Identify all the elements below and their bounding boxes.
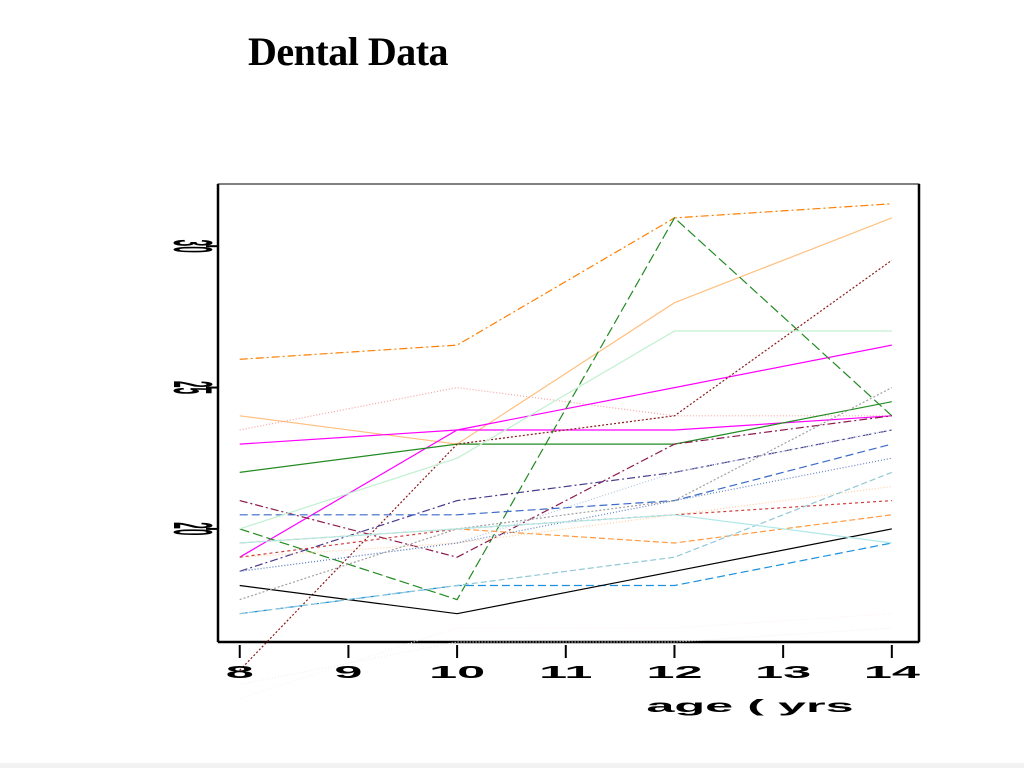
- series-line-4: [239, 415, 892, 445]
- chart-title: Dental Data: [248, 29, 449, 74]
- series-line-8: [239, 259, 893, 671]
- series-line-22: [239, 330, 892, 530]
- series-line-23: [239, 613, 892, 700]
- series-line-6: [239, 401, 892, 473]
- x-tick-label-13: 13: [755, 662, 811, 682]
- x-tick-label-9: 9: [334, 662, 362, 682]
- series-line-7: [239, 216, 893, 601]
- series-line-17: [239, 429, 892, 572]
- y-tick-label-20: 20: [162, 522, 223, 535]
- series-line-3: [239, 386, 892, 431]
- series-line-24: [239, 627, 892, 685]
- series-line-16: [239, 500, 892, 558]
- x-tick-label-11: 11: [539, 662, 592, 682]
- x-axis-label: age ( yrs: [646, 696, 853, 716]
- x-tick-label-12: 12: [646, 662, 702, 682]
- series-line-15: [239, 485, 892, 558]
- x-tick-label-10: 10: [429, 662, 485, 682]
- y-tick-label-30: 30: [162, 240, 223, 253]
- series-line-5: [239, 344, 892, 558]
- series-line-2: [239, 217, 893, 445]
- x-tick-label-8: 8: [226, 662, 254, 682]
- series-line-20: [239, 471, 893, 615]
- plot-area-border: [217, 183, 920, 643]
- series-line-21: [239, 514, 892, 544]
- y-tick-label-25: 25: [162, 381, 223, 394]
- series-line-1: [239, 203, 892, 360]
- series-line-9: [239, 415, 892, 558]
- series-line-12: [239, 542, 892, 615]
- series-line-11: [239, 443, 892, 516]
- bottom-strip: [0, 763, 1024, 768]
- x-tick-label-14: 14: [864, 662, 920, 682]
